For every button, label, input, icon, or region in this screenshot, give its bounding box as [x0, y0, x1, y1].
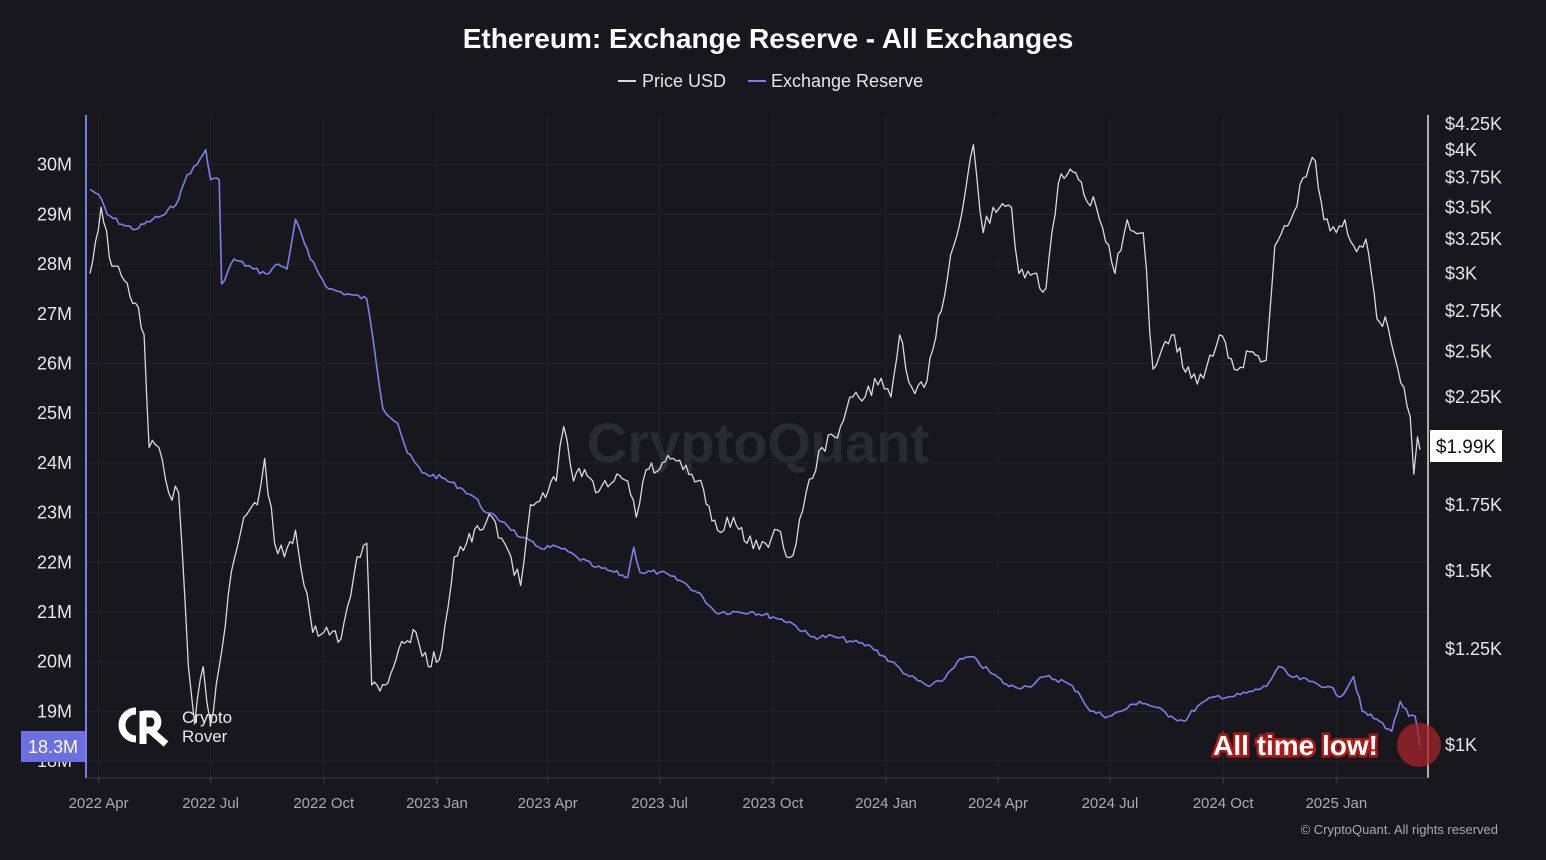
x-tick-label: 2022 Oct [293, 795, 355, 812]
legend-label-price: Price USD [642, 71, 726, 91]
right-tick-label: $1.25K [1445, 639, 1502, 659]
left-tick-label: 23M [37, 503, 72, 523]
all-time-low-annotation: All time low! [1213, 730, 1378, 761]
series-line-price-usd [89, 144, 1421, 725]
left-tick-label: 26M [37, 353, 72, 373]
x-tick-label: 2023 Apr [518, 795, 578, 812]
x-tick-label: 2024 Oct [1193, 795, 1255, 812]
left-tick-label: 29M [37, 204, 72, 224]
crypto-rover-logo: Crypto Rover [118, 707, 232, 747]
right-tick-label: $1.5K [1445, 561, 1492, 581]
left-tick-label: 21M [37, 602, 72, 622]
right-tick-label: $2.5K [1445, 342, 1492, 362]
crypto-rover-logo-icon [118, 707, 169, 747]
right-tick-label: $4K [1445, 140, 1477, 160]
right-tick-label: $1.75K [1445, 495, 1502, 515]
right-tick-label: $2.25K [1445, 387, 1502, 407]
left-axis-ticks: 30M29M28M27M26M25M24M23M22M21M20M19M18M [37, 155, 72, 771]
left-tick-label: 25M [37, 403, 72, 423]
right-tick-label: $3.5K [1445, 197, 1492, 217]
x-tick-label: 2023 Oct [742, 795, 804, 812]
gridlines [86, 115, 1428, 778]
x-tick-label: 2022 Jul [182, 795, 239, 812]
x-axis-ticks: 2022 Apr 2022 Jul 2022 Oct 2023 Jan 2023 Apr… [69, 778, 1367, 812]
legend-item-price[interactable]: Price USD [618, 71, 726, 91]
right-axis-ticks: $4.25K $4K $3.75K $3.5K $3.25K $3K $2.75K $2.5K… [1445, 114, 1502, 755]
current-price-badge-bg [1430, 430, 1502, 462]
series-line-exchange-reserve [89, 149, 1421, 747]
left-tick-label: 27M [37, 304, 72, 324]
left-tick-label: 20M [37, 652, 72, 672]
right-tick-label: $4.25K [1445, 114, 1502, 134]
left-tick-label: 19M [37, 701, 72, 721]
x-tick-label: 2024 Apr [968, 795, 1028, 812]
left-tick-label: 22M [37, 552, 72, 572]
current-price-label: $1.99K [1436, 437, 1497, 458]
left-tick-label: 30M [37, 155, 72, 175]
logo-text-rover: Rover [182, 727, 228, 746]
x-tick-label: 2024 Jan [855, 795, 917, 812]
legend-item-reserve[interactable]: Exchange Reserve [748, 71, 923, 91]
left-tick-label: 24M [37, 453, 72, 473]
right-tick-label: $3.25K [1445, 229, 1502, 249]
series-layer [89, 144, 1421, 747]
x-tick-label: 2023 Jul [631, 795, 688, 812]
all-time-low-marker [1397, 723, 1441, 767]
right-tick-label: $3K [1445, 263, 1477, 283]
left-tick-label: 28M [37, 254, 72, 274]
x-tick-label: 2024 Jul [1082, 795, 1139, 812]
copyright-text: © CryptoQuant. All rights reserved [1301, 822, 1498, 837]
right-tick-label: $1K [1445, 735, 1477, 755]
right-tick-label: $3.75K [1445, 168, 1502, 188]
x-tick-label: 2023 Jan [406, 795, 468, 812]
current-reserve-badge-bg [21, 731, 85, 762]
right-tick-label: $2.75K [1445, 301, 1502, 321]
legend: Price USD Exchange Reserve [618, 71, 923, 91]
chart-title: Ethereum: Exchange Reserve - All Exchang… [463, 23, 1074, 54]
current-reserve-label: 18.3M [28, 737, 78, 757]
legend-label-reserve: Exchange Reserve [771, 71, 923, 91]
logo-text-crypto: Crypto [182, 708, 232, 727]
current-price-badge: $1.99K [1430, 430, 1502, 462]
x-tick-label: 2022 Apr [69, 795, 129, 812]
current-reserve-badge: 18.3M [21, 731, 85, 762]
watermark: CryptoQuant [587, 411, 929, 474]
x-tick-label: 2025 Jan [1305, 795, 1367, 812]
